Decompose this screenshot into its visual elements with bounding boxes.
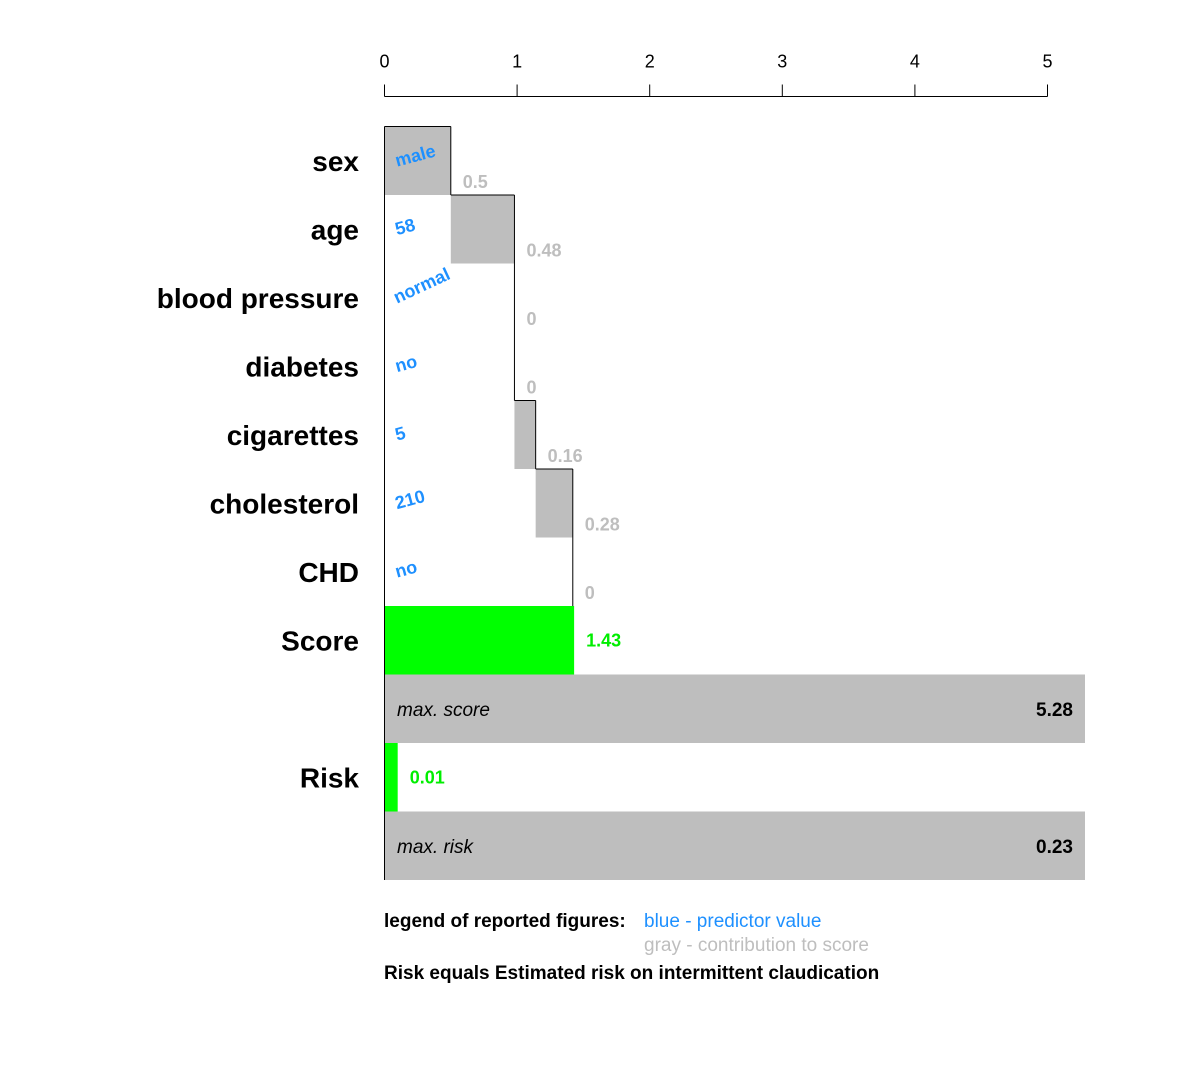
legend-gray-entry: gray - contribution to score [644,935,869,956]
predictor-value: no [393,351,419,376]
predictor-label: CHD [298,557,359,588]
risk-value: 0.01 [410,767,445,787]
axis-tick-label: 3 [777,52,787,72]
top-axis: 0 1 2 3 4 5 [379,52,1053,97]
predictor-label: cigarettes [227,420,359,451]
contribution-bar [535,469,573,538]
max-risk-label: max. risk [397,837,475,858]
predictor-label: diabetes [245,351,359,382]
risk-definition-note: Risk equals Estimated risk on intermitte… [384,963,879,984]
max-risk-bar [384,811,1085,880]
axis-tick-label: 0 [379,52,389,72]
predictor-value: 210 [393,486,427,513]
bars-layer [384,126,1085,880]
contribution-value: 0.48 [526,241,561,261]
legend-blue-entry: blue - predictor value [644,911,821,932]
axis-tick-label: 5 [1042,52,1052,72]
axis-tick-label: 4 [910,52,920,72]
contribution-bar [384,126,451,195]
predictor-value: no [393,557,419,582]
score-label: Score [281,625,359,656]
contribution-value: 0.5 [463,172,488,192]
max-score-value: 5.28 [1036,700,1073,721]
max-risk-value: 0.23 [1036,837,1073,858]
predictor-value: 58 [393,215,418,240]
max-score-label: max. score [397,700,490,721]
predictor-label: cholesterol [210,488,359,519]
predictor-value: normal [390,264,453,307]
predictor-value: 5 [393,423,408,445]
axis-tick-label: 2 [645,52,655,72]
axis-tick-label: 1 [512,52,522,72]
contribution-value: 0 [526,378,536,398]
contribution-bar [450,195,515,264]
legend: legend of reported figures: blue - predi… [384,911,879,984]
risk-bar [384,743,398,812]
predictor-label: age [311,214,359,245]
legend-title: legend of reported figures: [384,911,626,932]
contribution-value: 0 [585,583,595,603]
contribution-bar [514,400,536,469]
contribution-value: 0.16 [548,446,583,466]
risk-label: Risk [300,762,360,793]
score-value: 1.43 [586,630,621,650]
max-score-bar [384,674,1085,743]
predictor-label: blood pressure [157,283,359,314]
contribution-value: 0.28 [585,515,620,535]
contribution-value: 0 [526,309,536,329]
predictor-label: sex [312,146,359,177]
score-bar [384,606,575,675]
